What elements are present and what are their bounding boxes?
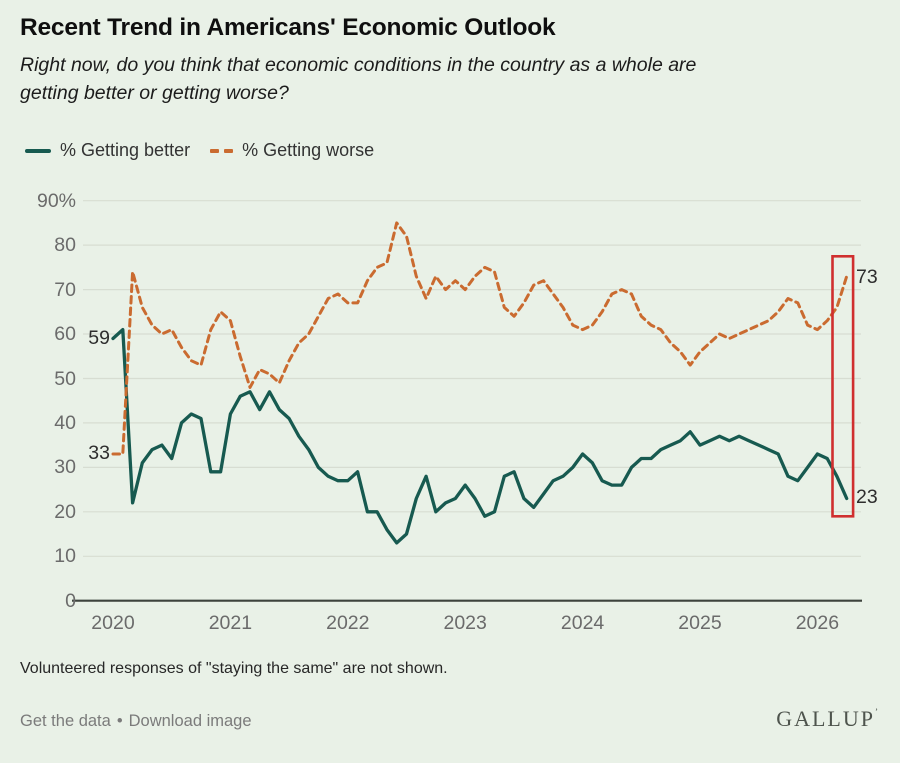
worse-start-value-label: 33 — [88, 442, 110, 464]
better-line — [111, 327, 849, 545]
y-tick-label: 70 — [54, 278, 76, 301]
worse-line-swatch — [210, 148, 234, 153]
x-tick-label: 2020 — [91, 612, 135, 634]
legend-label-worse: % Getting worse — [242, 140, 375, 160]
worse-end-value-label: 73 — [856, 266, 878, 289]
get-the-data-link[interactable]: Get the data — [20, 712, 111, 730]
page-title: Recent Trend in Americans' Economic Outl… — [20, 14, 556, 41]
gallup-wordmark: GALLUP — [776, 706, 875, 731]
x-tick-label: 2024 — [560, 612, 605, 634]
legend-label-better: % Getting better — [60, 140, 191, 160]
y-tick-label: 20 — [54, 500, 76, 523]
chart-subtitle-line-1: Right now, do you think that economic co… — [20, 54, 697, 76]
highlight-box — [831, 254, 855, 518]
x-tick-label: 2025 — [678, 612, 722, 634]
x-tick-label: 2023 — [443, 612, 487, 634]
better-start-value-label: 59 — [88, 326, 110, 349]
trademark-mark: ’ — [875, 707, 878, 717]
chart-subtitle: Right now, do you think that economic co… — [20, 52, 696, 107]
better-end-value-label: 23 — [856, 485, 878, 508]
link-separator: • — [116, 712, 123, 730]
y-tick-label: 30 — [54, 456, 76, 479]
chart-subtitle-line-2: getting better or getting worse? — [20, 81, 289, 104]
x-tick-label: 2021 — [208, 612, 253, 634]
gallup-logo: GALLUP’ — [776, 706, 878, 732]
chart-footnote: Volunteered responses of "staying the sa… — [20, 660, 448, 677]
y-tick-label: 10 — [54, 545, 76, 568]
y-tick-label: 90% — [36, 189, 76, 212]
y-tick-label: 40 — [54, 411, 76, 434]
legend-item-better: % Getting better — [25, 140, 190, 161]
x-tick-label: 2026 — [795, 612, 840, 634]
x-tick-label: 2022 — [326, 612, 370, 634]
y-tick-label: 0 — [65, 589, 76, 612]
download-image-link[interactable]: Download image — [128, 712, 252, 730]
y-tick-label: 80 — [54, 234, 76, 257]
y-tick-label: 60 — [54, 323, 76, 345]
footer-links: Get the data • Download image — [20, 712, 252, 731]
better-line-swatch — [25, 148, 51, 153]
chart-legend: % Getting better % Getting worse — [25, 140, 374, 161]
legend-item-worse: % Getting worse — [210, 140, 374, 161]
worse-line — [111, 221, 849, 456]
y-tick-label: 50 — [54, 367, 76, 390]
